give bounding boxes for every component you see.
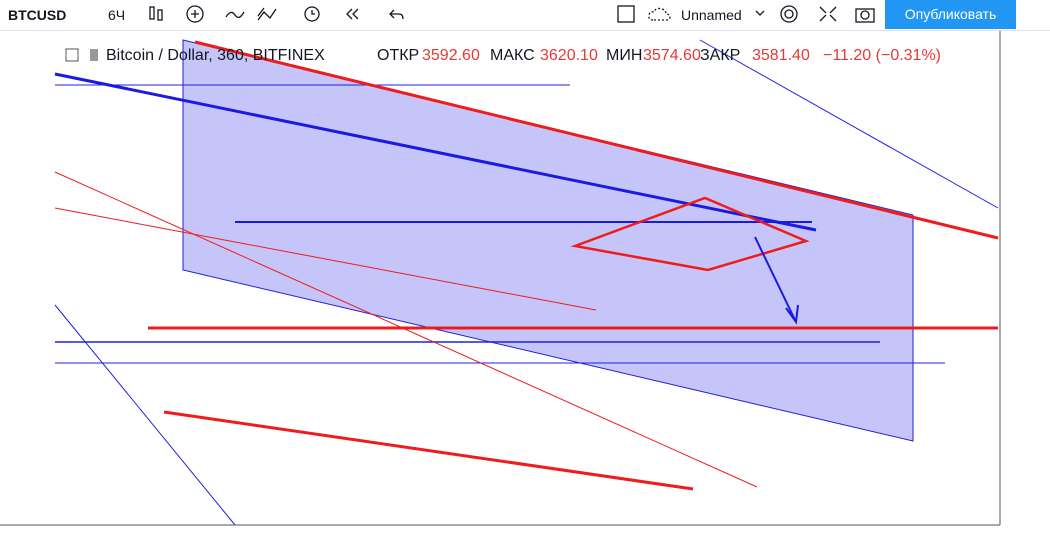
legend: Bitcoin / Dollar, 360, BITFINEX ОТКР 359… [65,47,941,64]
tool-icons[interactable] [140,0,440,30]
symbol[interactable]: BTCUSD [8,7,67,23]
legend-label: МИН [606,47,642,64]
legend-label: ОТКР [377,47,419,64]
legend-value: 3592.60 [422,47,480,64]
legend-label: ЗАКР [700,47,740,64]
toolbar: BTCUSD 6Ч Unnamed Опубликовать [0,0,1050,31]
layout-name[interactable]: Unnamed [681,7,742,23]
drawings [54,39,999,526]
legend-title: Bitcoin / Dollar, 360, BITFINEX [106,47,325,64]
legend-change: −11.20 (−0.31%) [823,47,941,64]
publish-button[interactable]: Опубликовать [885,0,1016,29]
legend-value: 3620.10 [540,47,598,64]
legend-value: 3581.40 [752,47,810,64]
legend-value: 3574.60 [643,47,701,64]
legend-label: МАКС [490,47,535,64]
right-icons[interactable] [610,0,885,30]
interval[interactable]: 6Ч [108,7,126,23]
chart: Bitcoin / Dollar, 360, BITFINEX ОТКР 359… [0,31,1050,539]
